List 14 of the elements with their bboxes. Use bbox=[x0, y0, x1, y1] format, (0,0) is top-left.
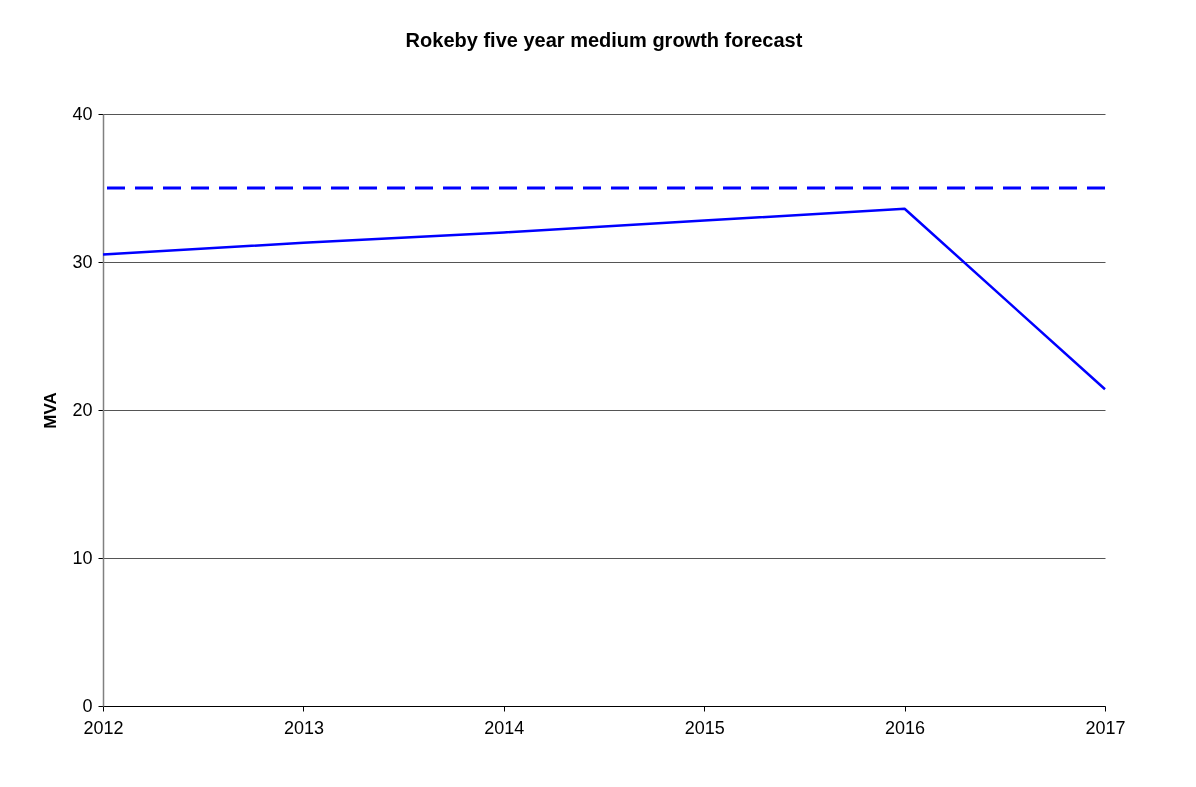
x-tick-label: 2016 bbox=[885, 717, 926, 738]
x-tick-label: 2015 bbox=[684, 717, 725, 738]
x-tick-label: 2013 bbox=[283, 717, 324, 738]
y-tick-label: 20 bbox=[72, 399, 93, 420]
chart-title: Rokeby five year medium growth forecast bbox=[405, 29, 803, 51]
line-series bbox=[101, 207, 1107, 391]
y-tick-label: 40 bbox=[72, 103, 93, 124]
y-axis-title: MVA bbox=[41, 392, 61, 429]
y-tick-label: 30 bbox=[72, 251, 93, 272]
x-tick-label: 2017 bbox=[1085, 717, 1126, 738]
y-tick-label: 0 bbox=[82, 695, 93, 716]
x-tick-label: 2014 bbox=[484, 717, 525, 738]
y-tick-label: 10 bbox=[72, 547, 93, 568]
x-tick-label: 2012 bbox=[83, 717, 124, 738]
